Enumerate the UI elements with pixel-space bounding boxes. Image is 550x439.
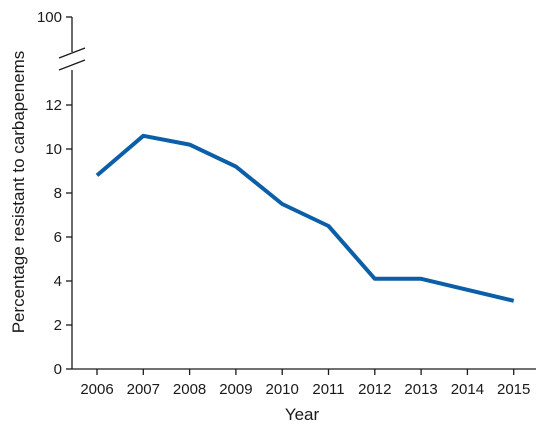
axis-break-mark <box>58 59 86 71</box>
y-axis-title: Percentage resistant to carbapenems <box>9 51 28 334</box>
axes: 100 <box>37 9 536 370</box>
series-group <box>95 133 515 303</box>
x-axis-title: Year <box>285 405 320 424</box>
x-tick-label: 2010 <box>266 381 299 398</box>
y-tick-label: 10 <box>45 141 62 158</box>
x-tick-label: 2008 <box>173 381 206 398</box>
y-tick-label-top: 100 <box>37 9 62 26</box>
y-tick-label: 0 <box>54 361 62 378</box>
axis-break-mark <box>58 47 86 59</box>
x-tick-label: 2013 <box>404 381 437 398</box>
y-tick-label: 4 <box>54 273 62 290</box>
y-ticks: 0 2 4 6 8 10 12 <box>45 97 72 378</box>
x-tick-label: 2012 <box>358 381 391 398</box>
x-tick-label: 2006 <box>80 381 113 398</box>
x-tick-label: 2009 <box>219 381 252 398</box>
x-tick-label: 2011 <box>312 381 344 398</box>
y-tick-label: 2 <box>54 317 62 334</box>
x-ticks: 2006 2007 2008 2009 2010 2011 2012 2013 2014 2015 <box>80 369 530 398</box>
x-tick-label: 2015 <box>497 381 530 398</box>
x-tick-label: 2014 <box>451 381 484 398</box>
y-tick-label: 12 <box>45 97 62 114</box>
y-tick-label: 6 <box>54 229 62 246</box>
x-tick-label: 2007 <box>127 381 160 398</box>
y-tick-label: 8 <box>54 185 62 202</box>
series-line <box>95 133 515 303</box>
